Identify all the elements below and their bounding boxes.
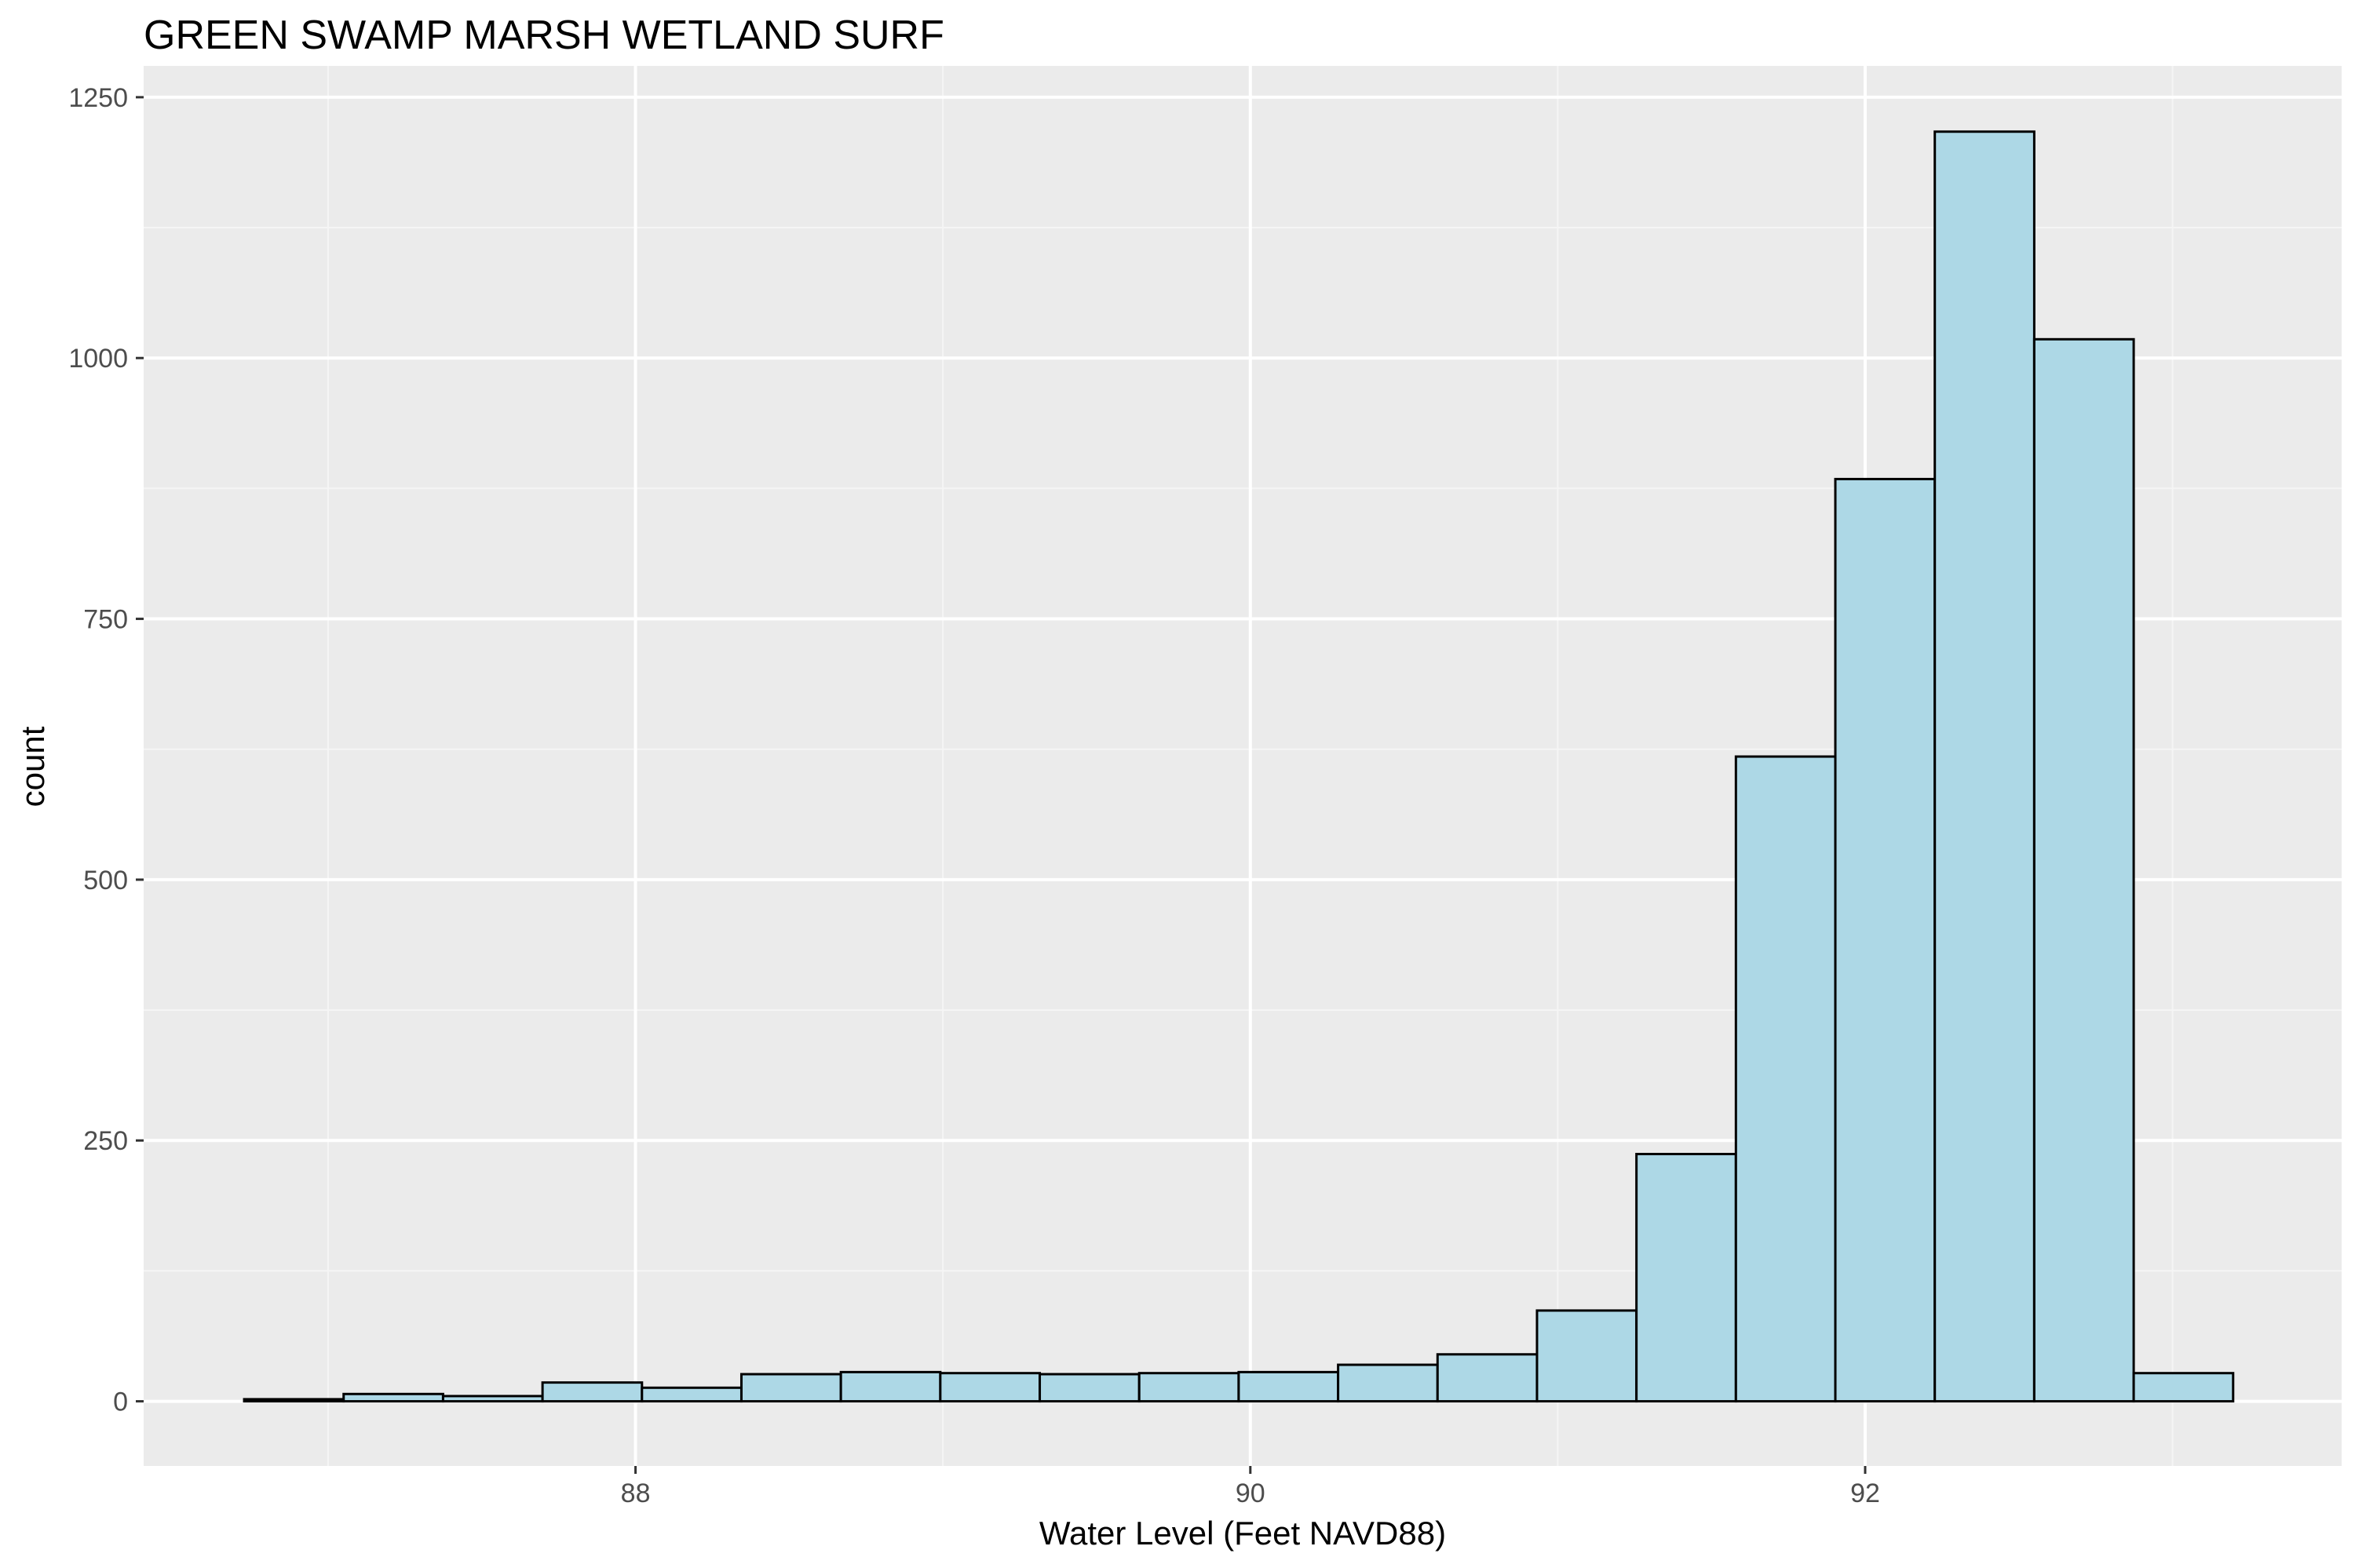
- histogram-bar: [243, 1398, 345, 1403]
- histogram-bar: [1834, 477, 1937, 1403]
- histogram-bars: [243, 130, 2235, 1403]
- histogram-bar: [1137, 1372, 1240, 1403]
- chart-title: GREEN SWAMP MARSH WETLAND SURF: [144, 13, 944, 58]
- histogram-bar: [939, 1372, 1042, 1403]
- y-tick-label: 1000: [68, 344, 128, 374]
- histogram-bar: [1535, 1309, 1638, 1403]
- histogram-bar: [441, 1395, 544, 1403]
- histogram-bar: [1734, 755, 1837, 1403]
- y-tick-label: 500: [83, 866, 128, 895]
- y-tick-label: 0: [113, 1387, 128, 1417]
- histogram-bar: [2032, 337, 2135, 1403]
- histogram-bar: [342, 1392, 444, 1403]
- x-tick-label: 88: [621, 1479, 651, 1508]
- y-axis-ticks: 0 250 500 750 1000 1250: [68, 83, 144, 1417]
- x-tick-label: 90: [1236, 1479, 1265, 1508]
- y-axis-title: count: [14, 726, 51, 807]
- major-gridlines: [144, 66, 2342, 1466]
- histogram-bar: [541, 1381, 644, 1403]
- y-tick-label: 250: [83, 1126, 128, 1156]
- histogram-bar: [1237, 1370, 1340, 1403]
- x-tick-label: 92: [1850, 1479, 1880, 1508]
- histogram-bar: [1635, 1153, 1737, 1403]
- histogram-bar: [1337, 1363, 1439, 1403]
- histogram-bar: [739, 1373, 842, 1403]
- histogram-bar: [641, 1386, 743, 1403]
- x-axis-title: Water Level (Feet NAVD88): [1039, 1515, 1446, 1552]
- y-tick-label: 1250: [68, 83, 128, 113]
- x-axis-ticks: 88 90 92: [621, 1466, 1880, 1508]
- histogram-bar: [1933, 130, 2036, 1403]
- histogram-bar: [839, 1370, 942, 1403]
- y-tick-label: 750: [83, 605, 128, 635]
- histogram-bar: [1039, 1373, 1141, 1403]
- histogram-bar: [2132, 1372, 2235, 1403]
- histogram-bar: [1436, 1353, 1539, 1403]
